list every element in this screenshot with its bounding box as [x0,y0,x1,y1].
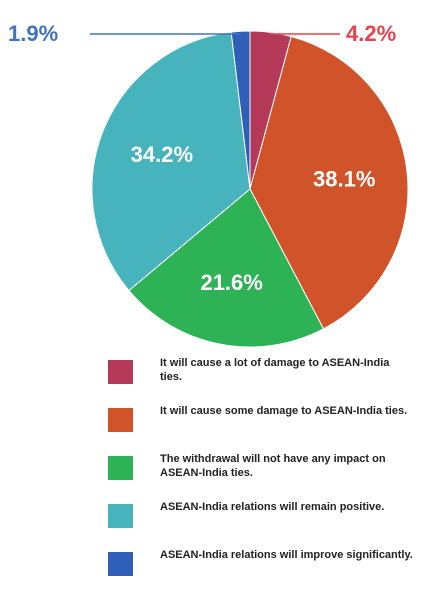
legend-swatch [108,408,133,432]
slice-value-label: 21.6% [200,270,262,295]
legend-label: ASEAN-India relations will remain positi… [160,500,384,514]
legend-item: ASEAN-India relations will improve signi… [108,548,414,596]
legend-item: It will cause some damage to ASEAN-India… [108,404,414,452]
legend-item: ASEAN-India relations will remain positi… [108,500,414,548]
legend-label: ASEAN-India relations will improve signi… [160,548,413,562]
legend-swatch [108,552,133,576]
pie-chart: 4.2% 38.1% 21.6% 34.2% 1.9% [0,0,422,350]
leader-lines [90,33,340,34]
slice-value-label: 38.1% [313,167,375,192]
leader-line [90,33,241,34]
slice-value-label: 34.2% [131,142,193,167]
legend-label: The withdrawal will not have any impact … [160,452,414,480]
legend-swatch [108,360,133,384]
slice-value-label: 4.2% [346,21,396,46]
legend: It will cause a lot of damage to ASEAN-I… [108,356,414,596]
legend-item: It will cause a lot of damage to ASEAN-I… [108,356,414,404]
legend-swatch [108,504,133,528]
legend-label: It will cause a lot of damage to ASEAN-I… [160,356,414,384]
legend-swatch [108,456,133,480]
legend-label: It will cause some damage to ASEAN-India… [160,404,407,418]
slice-value-label: 1.9% [8,21,58,46]
legend-item: The withdrawal will not have any impact … [108,452,414,500]
